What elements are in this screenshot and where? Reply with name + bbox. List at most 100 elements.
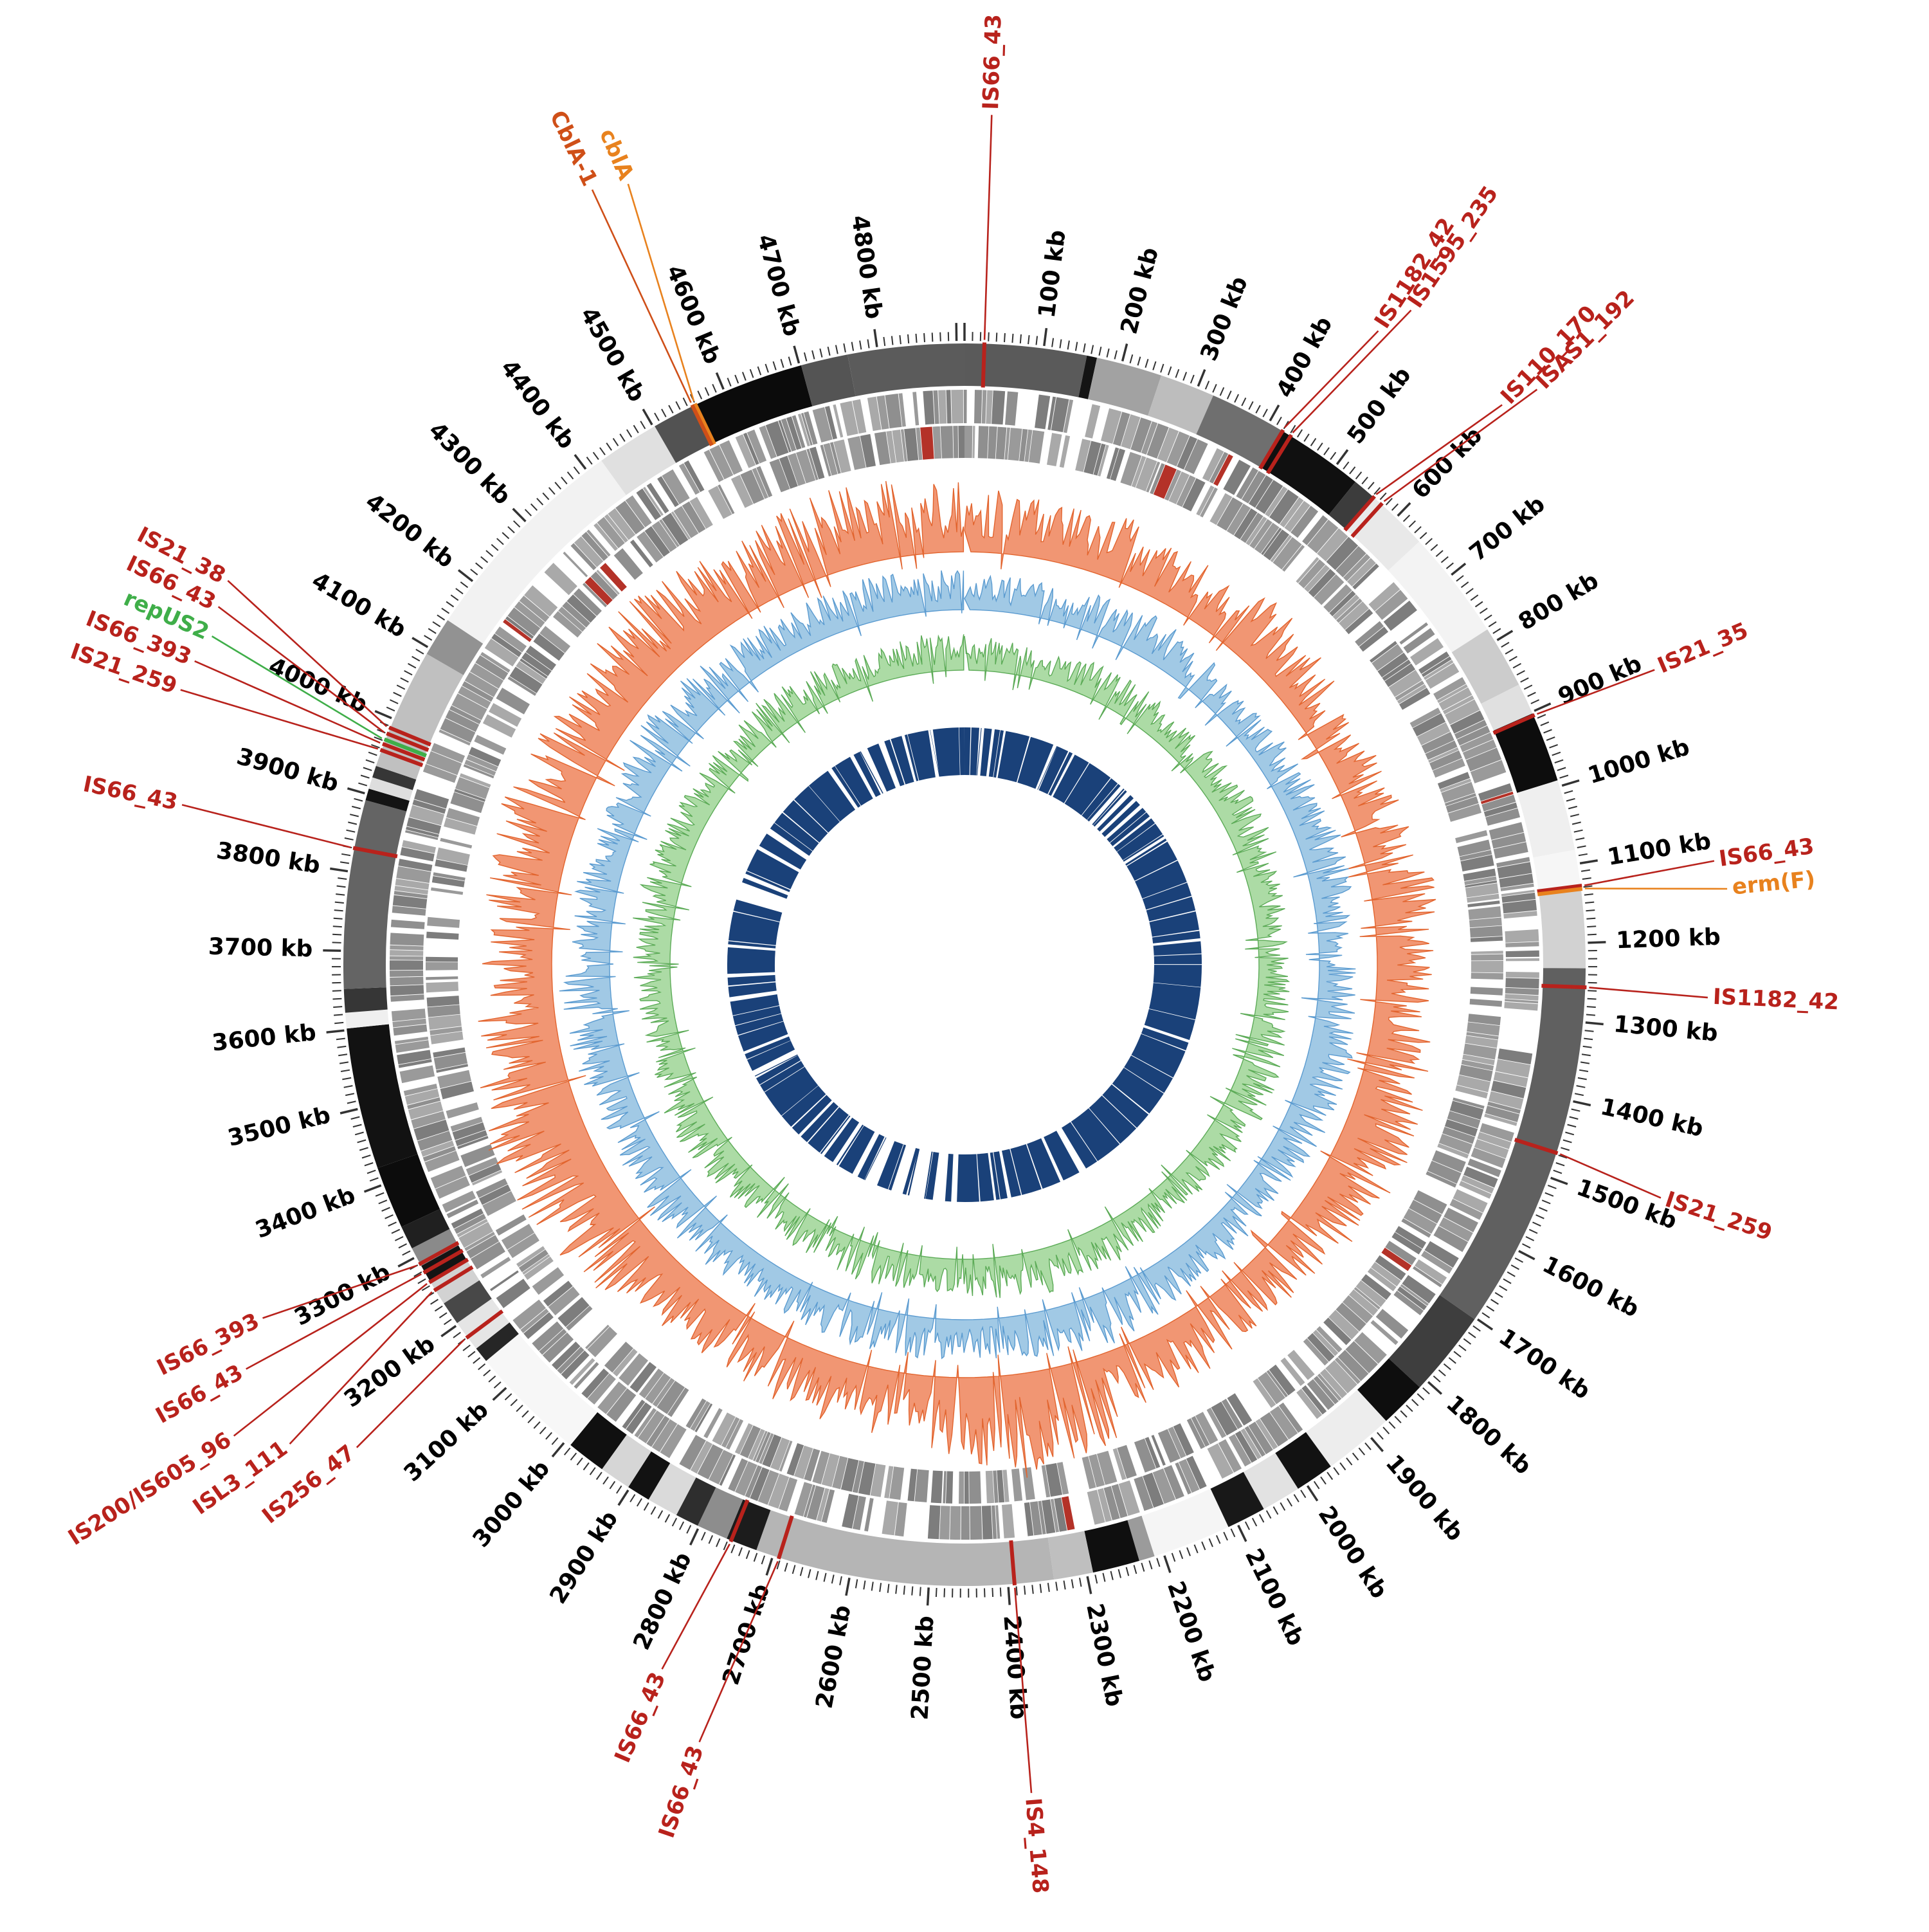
minor-tick (896, 1585, 897, 1594)
minor-tick (1447, 563, 1454, 569)
minor-tick (1577, 846, 1586, 848)
minor-tick (347, 830, 356, 832)
minor-tick (1153, 361, 1155, 370)
minor-tick (354, 799, 363, 801)
minor-tick (486, 551, 493, 556)
minor-tick (1138, 357, 1141, 366)
minor-tick (366, 760, 374, 763)
minor-tick (1491, 1299, 1499, 1304)
minor-tick (709, 1535, 713, 1544)
minor-tick (1195, 1545, 1198, 1553)
minor-tick (1581, 870, 1590, 871)
minor-tick (728, 378, 731, 387)
inner-ring-segment (1084, 1126, 1104, 1142)
minor-tick (1480, 608, 1488, 614)
gene-bar (961, 1506, 970, 1540)
major-tick (716, 373, 723, 390)
minor-tick (840, 1576, 842, 1585)
minor-tick (712, 384, 716, 392)
minor-tick (1575, 1093, 1584, 1095)
minor-tick (1585, 902, 1594, 903)
minor-tick (1111, 1571, 1113, 1580)
minor-tick (358, 1140, 367, 1143)
minor-tick (444, 1319, 452, 1324)
minor-tick (1517, 671, 1525, 675)
minor-tick (395, 1237, 403, 1241)
minor-tick (342, 1078, 351, 1080)
inner-ring-segment (997, 1175, 1004, 1176)
contig-segment (847, 343, 964, 396)
major-tick (794, 346, 799, 363)
annotation-connector (182, 805, 350, 847)
minor-tick (844, 343, 846, 352)
inner-ring-segment (1156, 871, 1164, 890)
gene-bar (1035, 395, 1050, 430)
annotation-label: IS66_43 (978, 14, 1007, 110)
major-tick (340, 1109, 358, 1114)
minor-tick (1287, 1499, 1292, 1506)
minor-tick (451, 595, 458, 600)
gene-bar (964, 1472, 969, 1504)
minor-tick (1412, 1399, 1418, 1406)
minor-tick (1572, 822, 1581, 824)
inner-ring-segment (800, 1101, 808, 1111)
tick-label: 4400 kb (495, 355, 579, 454)
annotation-label: IS66_43 (1717, 834, 1816, 872)
tick-label: 300 kb (1195, 273, 1253, 365)
minor-tick (489, 1376, 496, 1382)
minor-tick (1511, 1265, 1519, 1270)
minor-tick (1582, 878, 1591, 879)
minor-tick (754, 1553, 757, 1562)
minor-tick (1267, 1511, 1271, 1518)
tick-label: 3700 kb (208, 934, 312, 963)
minor-tick (1521, 678, 1529, 682)
minor-tick (345, 838, 354, 840)
tick-label: 1600 kb (1538, 1252, 1643, 1323)
major-tick (458, 570, 473, 581)
tick-label: 1900 kb (1381, 1450, 1469, 1546)
inner-ring-segment (936, 751, 959, 753)
minor-tick (1149, 1561, 1152, 1569)
minor-tick (341, 854, 350, 855)
minor-tick (1324, 448, 1329, 455)
inner-ring-segment (793, 828, 801, 837)
minor-tick (1456, 576, 1463, 581)
minor-tick (1217, 1535, 1220, 1544)
major-tick (412, 638, 428, 647)
gene-bar (614, 548, 643, 579)
inner-ring-segment (801, 817, 811, 827)
minor-tick (793, 1565, 795, 1574)
minor-tick (1528, 693, 1536, 697)
inner-ring-segment (1173, 917, 1176, 934)
annotation-label: IS21_259 (1662, 1187, 1775, 1246)
gene-bar (1470, 926, 1503, 938)
minor-tick (332, 990, 341, 991)
minor-tick (1032, 1585, 1033, 1594)
minor-tick (1119, 1569, 1121, 1578)
gene-bar (933, 426, 942, 459)
minor-tick (617, 1486, 622, 1493)
gene-bar (426, 962, 458, 971)
minor-tick (1406, 1405, 1413, 1412)
minor-tick (1330, 452, 1336, 459)
gene-bar (1506, 958, 1539, 961)
annotation-label: IS1182_42 (1712, 984, 1840, 1016)
minor-tick (1587, 926, 1596, 927)
minor-tick (362, 1155, 370, 1158)
inner-ring-segment (1074, 1142, 1084, 1148)
minor-tick (988, 333, 989, 342)
minor-tick (347, 1101, 356, 1103)
major-tick (1551, 1178, 1568, 1184)
gene-bar (1022, 1467, 1035, 1500)
gene-bar (1287, 1350, 1315, 1380)
minor-tick (916, 334, 917, 343)
minor-tick (1392, 504, 1399, 510)
inner-ring-segment (886, 1163, 896, 1167)
tick-label: 1000 kb (1585, 734, 1692, 789)
minor-tick (1526, 1237, 1534, 1241)
minor-tick (1431, 545, 1437, 551)
minor-tick (340, 1062, 349, 1063)
minor-tick (597, 1472, 602, 1479)
inner-ring-segment (845, 786, 847, 788)
